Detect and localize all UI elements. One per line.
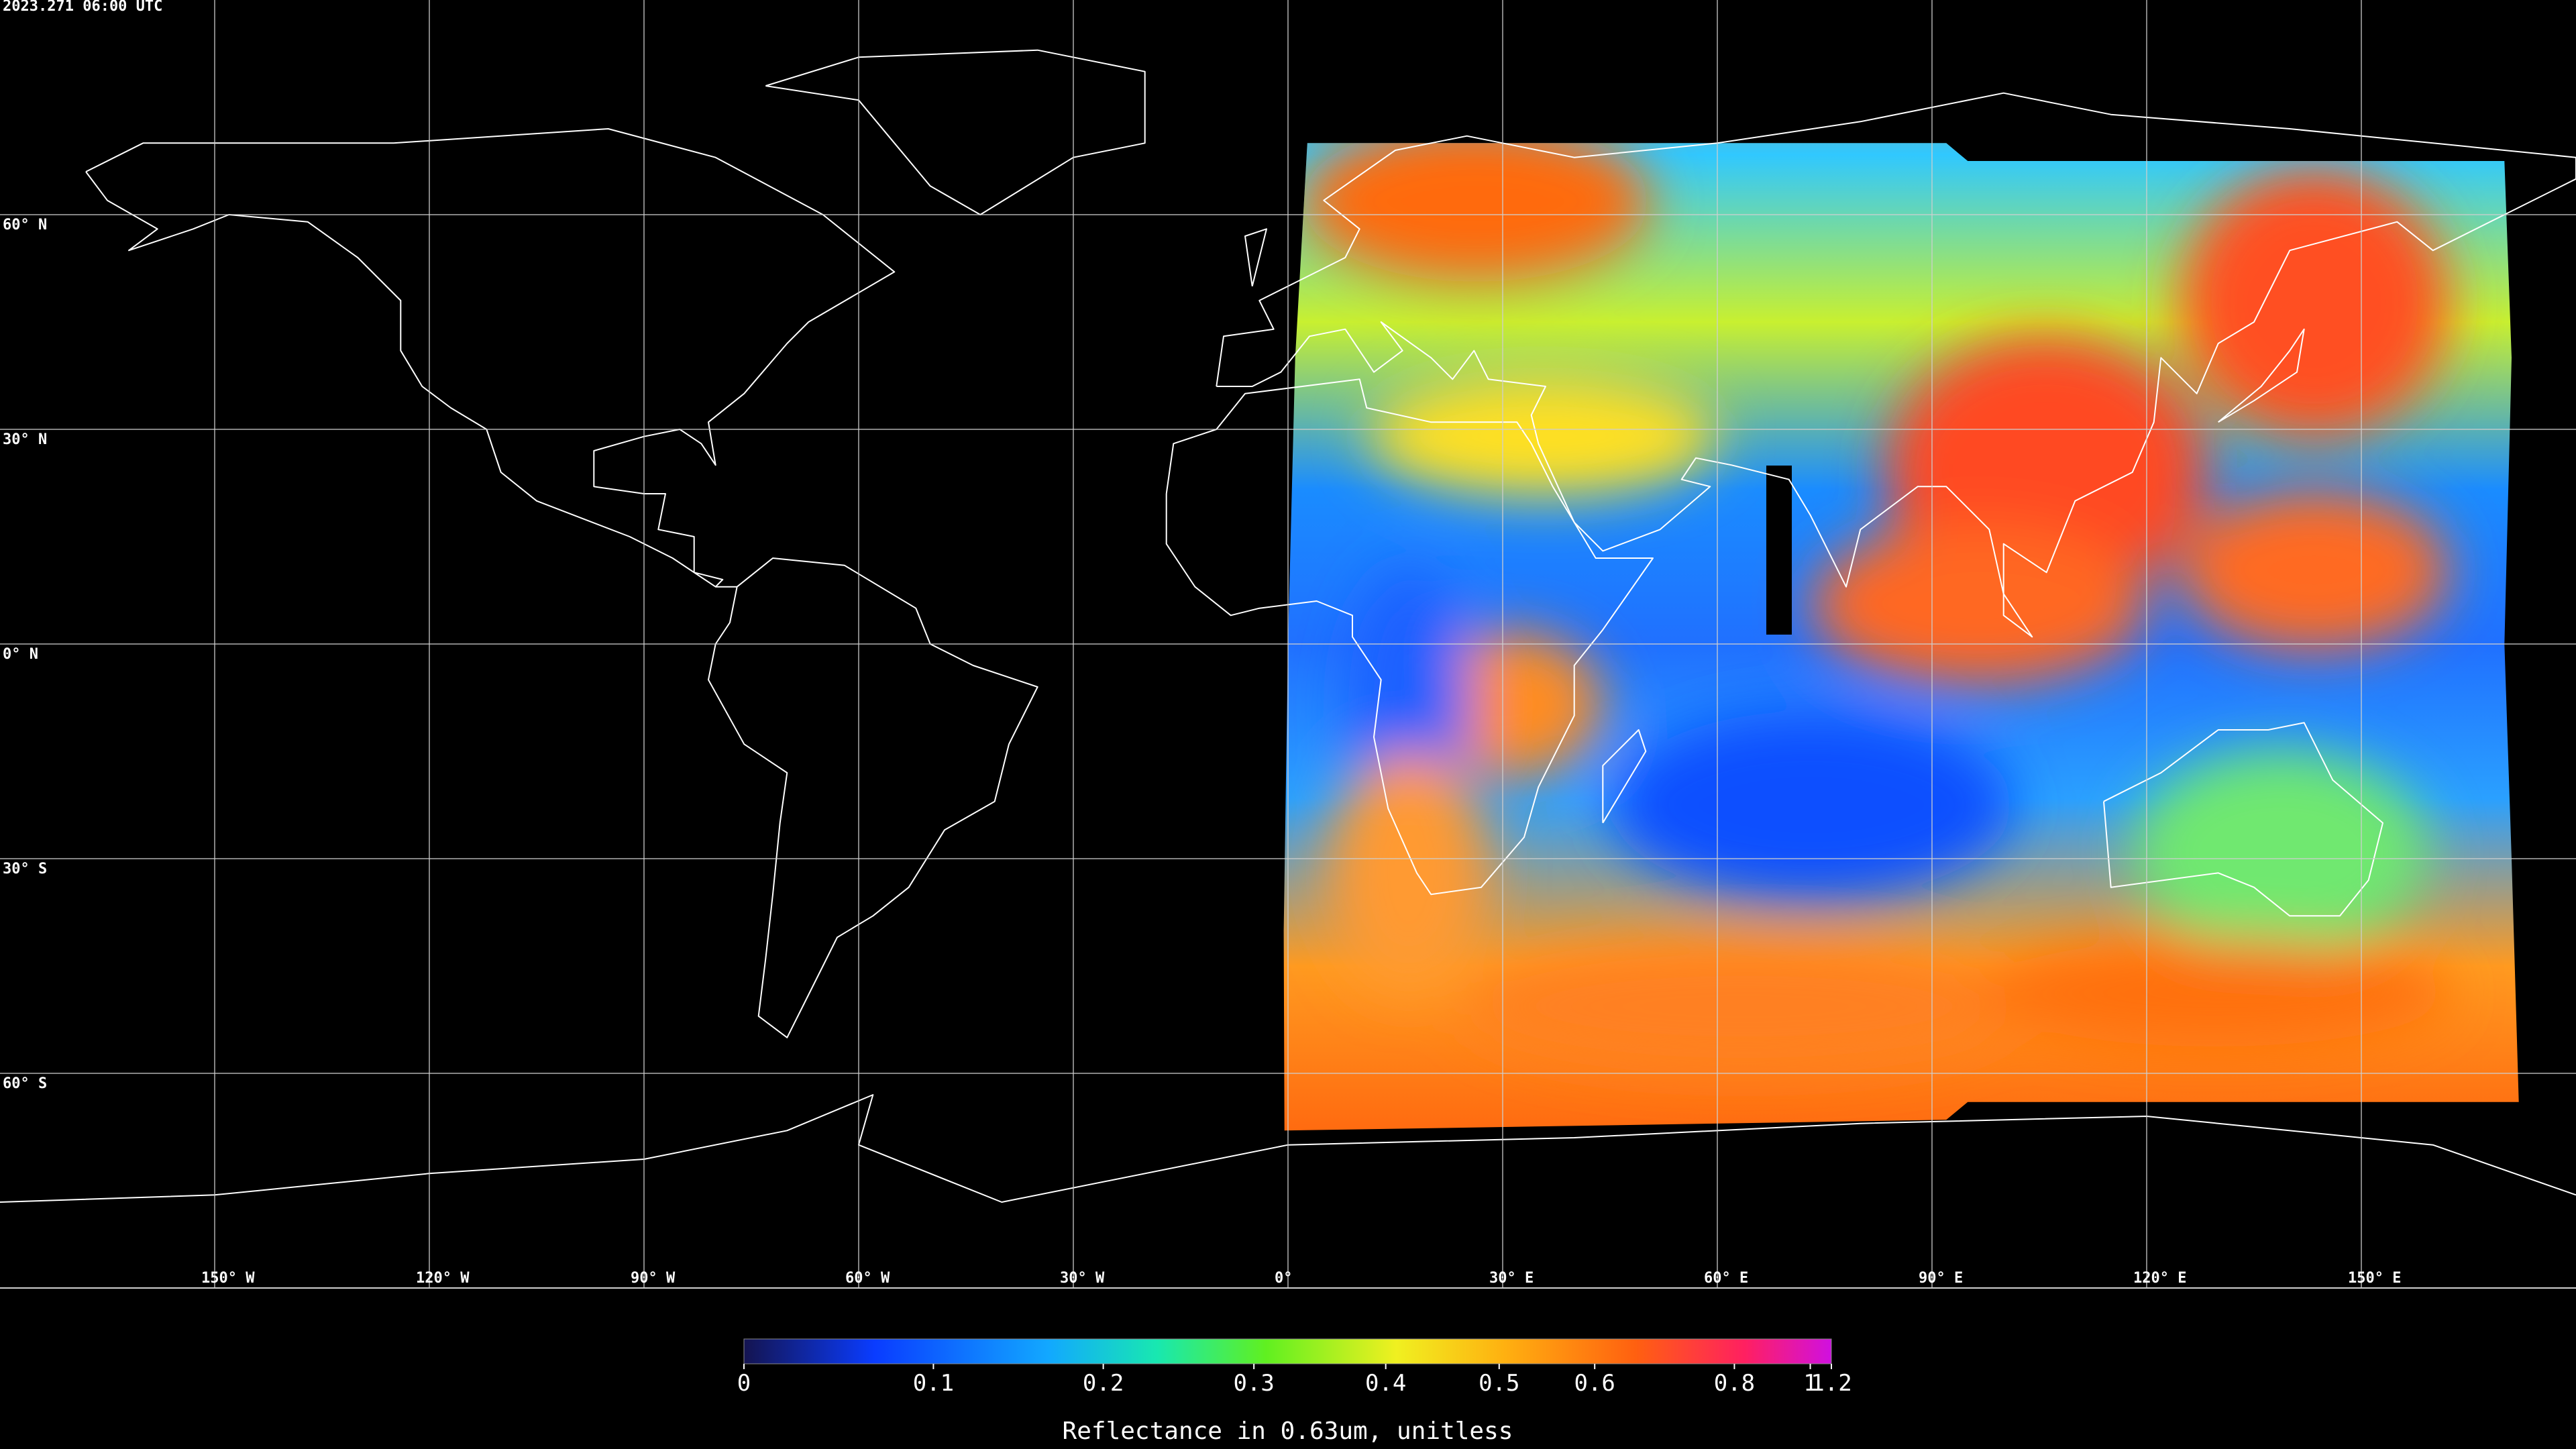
- colorbar-label: Reflectance in 0.63um, unitless: [1063, 1417, 1513, 1445]
- lat-label: 60° N: [3, 217, 47, 233]
- lon-label: 150° E: [2348, 1270, 2401, 1287]
- coastline: [1165, 378, 1654, 896]
- colorbar-tick-label: 0.5: [1479, 1370, 1519, 1397]
- colorbar-tick-label: 0.3: [1233, 1370, 1274, 1397]
- coastline: [1216, 92, 2576, 638]
- colorbar-tick-label: 0.1: [913, 1370, 954, 1397]
- colorbar-tick-label: 0.4: [1365, 1370, 1406, 1397]
- lon-label: 120° E: [2133, 1270, 2186, 1287]
- lat-label: 30° N: [3, 431, 47, 448]
- lon-label: 60° E: [1704, 1270, 1748, 1287]
- colorbar-tick-label: 0.2: [1083, 1370, 1124, 1397]
- coastline: [0, 1094, 2576, 1203]
- coastline: [85, 128, 896, 588]
- lat-label: 60° S: [3, 1075, 47, 1092]
- lat-label: 0° N: [3, 646, 38, 663]
- lon-label: 90° E: [1919, 1270, 1963, 1287]
- coastline: [765, 49, 1146, 215]
- lon-label: 120° W: [416, 1270, 470, 1287]
- colorbar-tick-label: 1: [1803, 1370, 1817, 1397]
- lon-label: 150° W: [201, 1270, 255, 1287]
- lon-label: 30° W: [1060, 1270, 1105, 1287]
- timestamp: 2023.271 06:00 UTC: [3, 0, 162, 15]
- colorbar: 0 0.1 0.2 0.3 0.4 0.5 0.6 0.8 11.2 Reflectance in…: [737, 1338, 1852, 1445]
- lat-label: 30° S: [3, 861, 47, 877]
- lon-label: 60° W: [845, 1270, 890, 1287]
- colorbar-tick-label: 0: [737, 1370, 751, 1397]
- coastline: [1602, 729, 1647, 824]
- colorbar-gradient: [743, 1338, 1832, 1364]
- coastline: [1244, 228, 1267, 286]
- lon-label: 0°: [1275, 1270, 1293, 1287]
- lon-label: 90° W: [631, 1270, 676, 1287]
- graticule: 60° N 30° N 0° N 30° S 60° S 150° W 120° W 90° …: [0, 0, 2576, 1289]
- colorbar-tick-label: 1.2: [1811, 1370, 1851, 1397]
- lon-label: 30° E: [1489, 1270, 1534, 1287]
- coastline: [2218, 328, 2305, 423]
- colorbar-tick-label: 0.8: [1714, 1370, 1755, 1397]
- coastline: [708, 557, 1038, 1038]
- coastline: [2103, 722, 2383, 917]
- colorbar-tick-label: 0.6: [1574, 1370, 1615, 1397]
